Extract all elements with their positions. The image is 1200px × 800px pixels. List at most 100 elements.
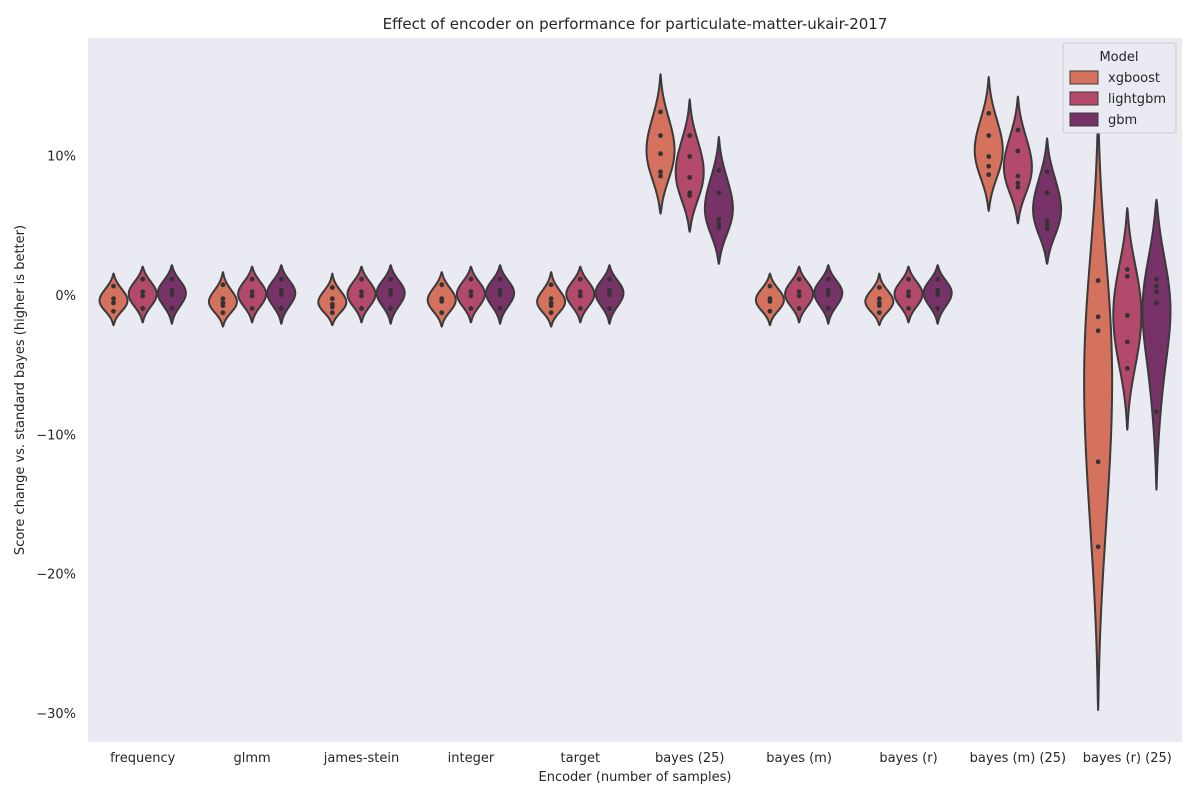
data-point-gbm xyxy=(497,306,503,311)
data-point-xgboost xyxy=(220,282,226,288)
data-point-gbm xyxy=(1044,190,1050,196)
data-point-xgboost xyxy=(111,296,116,302)
y-tick-label: −20% xyxy=(36,568,76,583)
data-point-lightgbm xyxy=(468,293,474,299)
legend-label-gbm: gbm xyxy=(1108,113,1137,128)
legend-label-xgboost: xgboost xyxy=(1108,71,1160,86)
y-tick-label: 10% xyxy=(47,149,76,164)
violin-layer xyxy=(98,73,1172,711)
data-point-gbm xyxy=(607,276,612,282)
data-point-lightgbm xyxy=(1124,339,1130,345)
data-point-lightgbm xyxy=(1015,173,1021,179)
violin-lightgbm-9 xyxy=(1112,207,1143,431)
data-point-lightgbm xyxy=(906,289,911,295)
data-point-gbm xyxy=(607,306,612,311)
data-point-gbm xyxy=(1154,289,1159,295)
x-tick-label: integer xyxy=(448,751,495,766)
y-tick-label: −10% xyxy=(36,428,76,443)
data-point-lightgbm xyxy=(796,289,802,295)
data-point-xgboost xyxy=(986,110,992,116)
data-point-lightgbm xyxy=(796,306,802,311)
data-point-lightgbm xyxy=(687,193,693,198)
data-point-gbm xyxy=(716,216,722,222)
data-point-gbm xyxy=(935,292,941,297)
data-point-xgboost xyxy=(220,310,226,316)
data-point-gbm xyxy=(388,306,394,311)
data-point-lightgbm xyxy=(1124,313,1130,318)
violin-lightgbm-5 xyxy=(674,98,705,233)
data-point-lightgbm xyxy=(577,289,583,295)
data-point-xgboost xyxy=(548,296,554,302)
data-point-lightgbm xyxy=(906,293,911,299)
data-point-xgboost xyxy=(767,308,773,314)
data-point-xgboost xyxy=(329,310,335,316)
data-point-xgboost xyxy=(439,282,445,288)
x-axis-ticks: frequency glmm james-stein integer target bay… xyxy=(110,751,1172,766)
data-point-xgboost xyxy=(329,296,335,302)
data-point-lightgbm xyxy=(468,306,474,311)
data-point-gbm xyxy=(169,287,175,293)
data-point-gbm xyxy=(935,276,941,282)
data-point-xgboost xyxy=(1095,328,1101,334)
data-point-lightgbm xyxy=(359,289,364,295)
violin-gbm-9 xyxy=(1141,198,1172,491)
x-tick-label: target xyxy=(561,751,601,766)
data-point-xgboost xyxy=(220,303,226,309)
data-point-lightgbm xyxy=(796,293,802,299)
data-point-gbm xyxy=(169,306,175,311)
legend-label-lightgbm: lightgbm xyxy=(1108,92,1166,107)
data-point-lightgbm xyxy=(359,276,364,282)
data-point-lightgbm xyxy=(359,293,364,299)
data-point-xgboost xyxy=(111,308,116,314)
data-point-gbm xyxy=(169,292,175,297)
data-point-lightgbm xyxy=(1015,127,1021,133)
data-point-xgboost xyxy=(220,296,226,302)
data-point-gbm xyxy=(607,292,612,297)
data-point-xgboost xyxy=(1095,278,1101,283)
data-point-lightgbm xyxy=(249,276,255,282)
data-point-xgboost xyxy=(658,173,663,179)
data-point-lightgbm xyxy=(577,306,583,311)
data-point-gbm xyxy=(388,292,394,297)
legend-swatch-lightgbm xyxy=(1069,91,1099,106)
data-point-lightgbm xyxy=(796,276,802,282)
data-point-lightgbm xyxy=(249,289,255,295)
data-point-gbm xyxy=(278,292,284,297)
data-point-gbm xyxy=(1044,169,1050,175)
data-point-lightgbm xyxy=(1124,267,1130,272)
data-point-xgboost xyxy=(876,285,882,290)
data-point-lightgbm xyxy=(906,306,911,311)
data-point-xgboost xyxy=(986,163,992,169)
data-point-xgboost xyxy=(986,133,992,138)
data-point-gbm xyxy=(825,276,831,282)
x-tick-label: james-stein xyxy=(323,751,399,766)
data-point-lightgbm xyxy=(249,306,255,311)
data-point-gbm xyxy=(1154,300,1159,306)
data-point-lightgbm xyxy=(687,175,693,180)
y-tick-label: 0% xyxy=(55,289,76,304)
data-point-gbm xyxy=(716,168,722,173)
y-tick-label: −30% xyxy=(36,707,76,722)
data-point-xgboost xyxy=(548,282,554,288)
violin-lightgbm-8 xyxy=(1002,95,1033,225)
data-point-xgboost xyxy=(329,304,335,310)
data-point-xgboost xyxy=(548,303,554,309)
data-point-lightgbm xyxy=(687,133,693,138)
data-point-xgboost xyxy=(1095,544,1101,550)
data-point-xgboost xyxy=(986,172,992,178)
data-point-xgboost xyxy=(1095,314,1101,320)
data-point-lightgbm xyxy=(140,293,146,299)
data-point-xgboost xyxy=(111,283,116,289)
data-point-xgboost xyxy=(658,169,663,175)
data-point-lightgbm xyxy=(140,276,146,282)
data-point-xgboost xyxy=(876,303,882,309)
data-point-xgboost xyxy=(439,310,445,316)
data-point-gbm xyxy=(935,306,941,311)
data-point-gbm xyxy=(825,287,831,293)
data-point-gbm xyxy=(716,221,722,226)
data-point-lightgbm xyxy=(140,306,146,311)
data-point-lightgbm xyxy=(140,289,146,295)
violin-xgboost-8 xyxy=(973,76,1004,212)
data-point-lightgbm xyxy=(1015,180,1021,186)
